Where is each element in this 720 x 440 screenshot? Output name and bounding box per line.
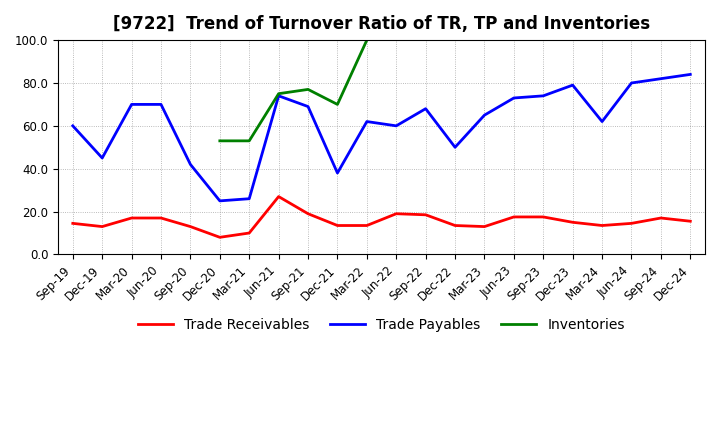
Trade Payables bbox=[127, 102, 136, 107]
Trade Receivables bbox=[598, 223, 606, 228]
Trade Receivables bbox=[539, 214, 548, 220]
Trade Payables bbox=[451, 145, 459, 150]
Trade Receivables bbox=[245, 231, 253, 236]
Trade Payables bbox=[480, 113, 489, 118]
Trade Receivables bbox=[127, 215, 136, 220]
Trade Payables bbox=[686, 72, 695, 77]
Trade Payables bbox=[510, 95, 518, 101]
Trade Receivables bbox=[686, 219, 695, 224]
Trade Payables bbox=[274, 93, 283, 99]
Inventories bbox=[157, 37, 166, 43]
Inventories bbox=[333, 102, 342, 107]
Trade Payables bbox=[598, 119, 606, 124]
Trade Receivables bbox=[68, 221, 77, 226]
Trade Receivables bbox=[568, 220, 577, 225]
Trade Payables bbox=[421, 106, 430, 111]
Trade Payables bbox=[657, 76, 665, 81]
Trade Payables bbox=[333, 170, 342, 176]
Trade Receivables bbox=[363, 223, 372, 228]
Trade Receivables bbox=[657, 215, 665, 220]
Trade Payables bbox=[157, 102, 166, 107]
Inventories bbox=[304, 87, 312, 92]
Trade Receivables bbox=[157, 215, 166, 220]
Trade Payables bbox=[98, 155, 107, 161]
Trade Payables bbox=[392, 123, 400, 128]
Trade Payables bbox=[627, 81, 636, 86]
Trade Receivables bbox=[421, 212, 430, 217]
Trade Receivables bbox=[304, 211, 312, 216]
Trade Payables bbox=[186, 162, 194, 167]
Trade Payables bbox=[539, 93, 548, 99]
Trade Receivables bbox=[274, 194, 283, 199]
Trade Receivables bbox=[510, 214, 518, 220]
Inventories bbox=[215, 138, 224, 143]
Legend: Trade Receivables, Trade Payables, Inventories: Trade Receivables, Trade Payables, Inven… bbox=[133, 312, 630, 337]
Line: Inventories: Inventories bbox=[161, 40, 367, 141]
Trade Receivables bbox=[186, 224, 194, 229]
Trade Receivables bbox=[627, 221, 636, 226]
Trade Receivables bbox=[333, 223, 342, 228]
Trade Receivables bbox=[480, 224, 489, 229]
Trade Receivables bbox=[215, 235, 224, 240]
Trade Payables bbox=[568, 82, 577, 88]
Title: [9722]  Trend of Turnover Ratio of TR, TP and Inventories: [9722] Trend of Turnover Ratio of TR, TP… bbox=[113, 15, 650, 33]
Inventories bbox=[245, 138, 253, 143]
Trade Payables bbox=[304, 104, 312, 109]
Trade Payables bbox=[68, 123, 77, 128]
Trade Receivables bbox=[98, 224, 107, 229]
Line: Trade Payables: Trade Payables bbox=[73, 74, 690, 201]
Trade Payables bbox=[245, 196, 253, 202]
Line: Trade Receivables: Trade Receivables bbox=[73, 197, 690, 237]
Trade Payables bbox=[363, 119, 372, 124]
Inventories bbox=[363, 37, 372, 43]
Trade Payables bbox=[215, 198, 224, 204]
Trade Receivables bbox=[451, 223, 459, 228]
Trade Receivables bbox=[392, 211, 400, 216]
Inventories bbox=[274, 91, 283, 96]
